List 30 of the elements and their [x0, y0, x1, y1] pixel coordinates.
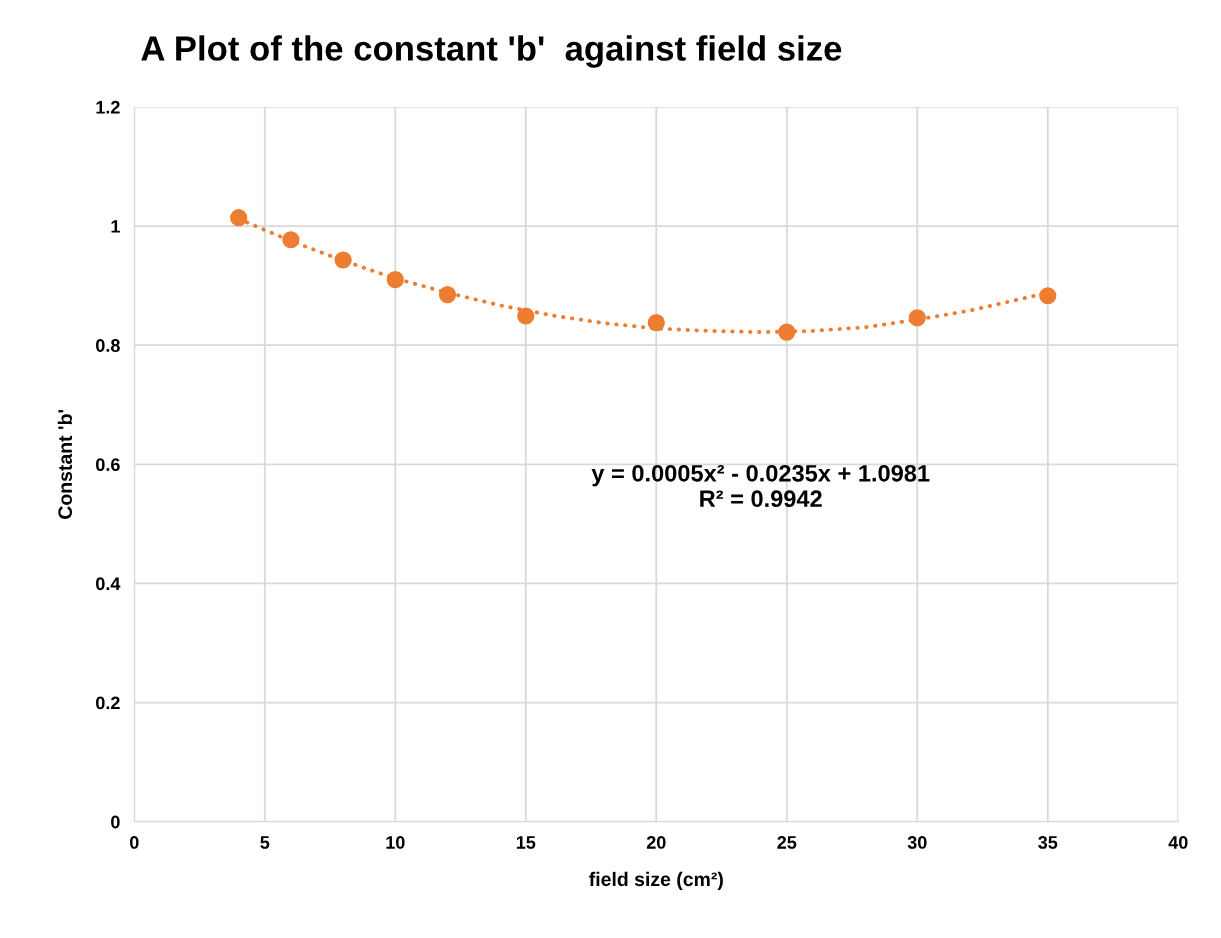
y-tick-label: 0	[111, 815, 120, 829]
point	[334, 251, 352, 269]
point	[230, 209, 248, 227]
annotation: y = 0.0005x² - 0.0235x + 1.0981 R² = 0.9942	[591, 464, 930, 508]
point	[438, 285, 457, 304]
y-axis-title: Constant 'b'	[57, 409, 73, 519]
x-tick-label: 10	[386, 836, 405, 849]
point	[517, 307, 535, 325]
y-tick-label: 0.4	[96, 577, 121, 591]
point	[647, 313, 665, 332]
x-tick-label: 15	[516, 836, 536, 849]
y-tick-label: 0.6	[96, 458, 120, 472]
y-tick-label: 0.8	[96, 339, 120, 352]
point	[908, 309, 926, 327]
y-tick-label: 1.2	[96, 100, 120, 114]
x-axis-title: field size (cm²)	[589, 871, 723, 890]
y-tick-label: 1	[111, 220, 120, 233]
x-tick-label: 40	[1168, 836, 1188, 849]
x-tick-label: 0	[130, 836, 139, 849]
x-tick-label: 25	[777, 836, 797, 849]
point	[386, 271, 404, 289]
x-tick-label: 35	[1038, 836, 1058, 849]
x-tick-label: 30	[907, 836, 927, 849]
point	[282, 231, 300, 249]
y-tick-label: 0.2	[96, 696, 120, 710]
x-tick-label: 20	[646, 836, 666, 849]
x-tick-label: 5	[260, 836, 270, 849]
chart-title: A Plot of the constant 'b' against field size	[141, 35, 842, 68]
point	[1039, 287, 1057, 305]
point	[778, 323, 796, 341]
